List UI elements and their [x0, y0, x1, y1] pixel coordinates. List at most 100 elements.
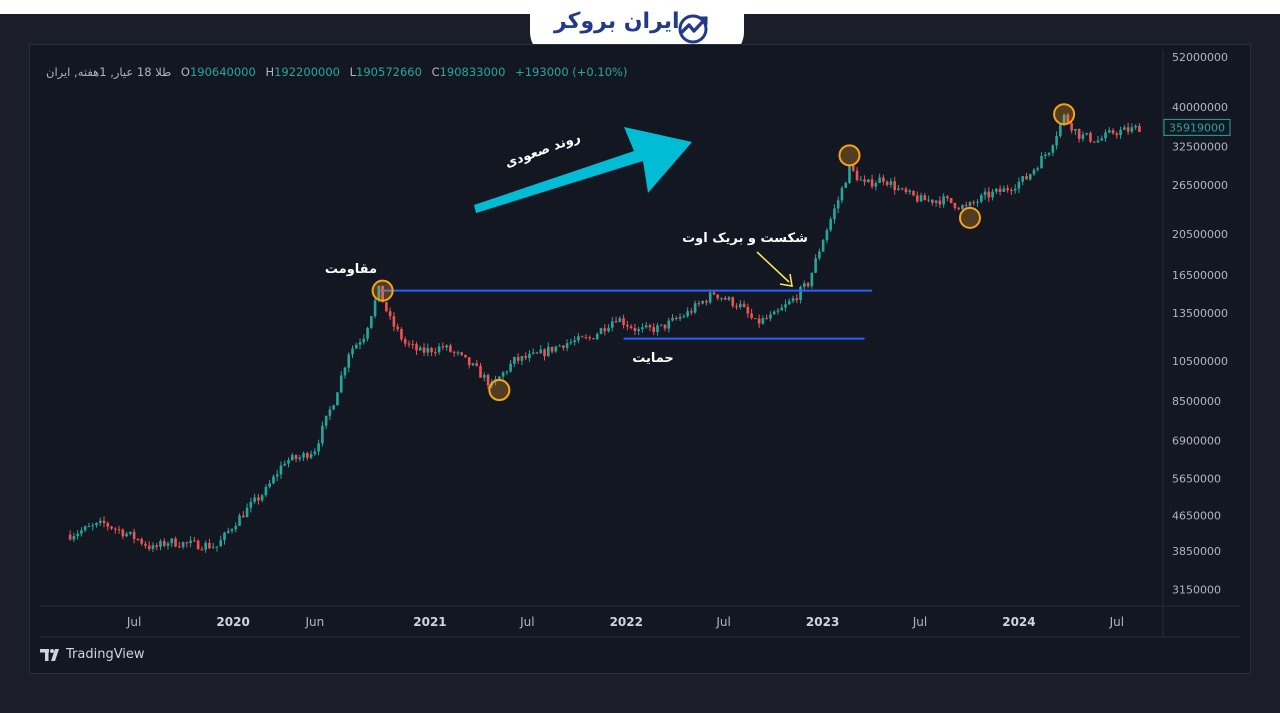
- candle-body: [279, 465, 283, 475]
- candle-body: [539, 349, 543, 354]
- candle-body: [125, 533, 128, 537]
- candle-body: [592, 338, 595, 340]
- candle-body: [193, 540, 196, 542]
- candle-body: [701, 301, 704, 304]
- candle-body: [1119, 129, 1122, 136]
- x-tick-label: 2023: [806, 615, 839, 629]
- candle-body: [343, 367, 347, 376]
- y-tick-label: 20500000: [1172, 228, 1228, 241]
- candle-body: [373, 300, 377, 317]
- candle-body: [471, 363, 475, 366]
- candle-body: [223, 532, 226, 541]
- candle-body: [1107, 130, 1111, 133]
- candle-body: [1006, 188, 1009, 191]
- candle-body: [731, 297, 735, 307]
- candle-body: [136, 538, 140, 540]
- candle-body: [354, 344, 358, 349]
- candle-body: [716, 294, 720, 299]
- candle-body: [633, 328, 637, 331]
- candle-body: [377, 285, 381, 301]
- candle-body: [505, 371, 509, 373]
- tradingview-logo[interactable]: TradingView: [40, 647, 145, 662]
- candle-body: [479, 365, 482, 378]
- candle-body: [644, 325, 648, 328]
- candle-body: [1115, 133, 1119, 136]
- legend-high: 192200000: [274, 65, 340, 79]
- candle-body: [897, 188, 900, 190]
- legend-open-key: O: [180, 65, 190, 79]
- y-tick-label: 10500000: [1172, 355, 1228, 368]
- candle-body: [1028, 174, 1032, 180]
- candle-body: [637, 329, 640, 331]
- candle-body: [437, 346, 441, 353]
- resistance-label: مقاومت: [325, 262, 377, 277]
- x-tick-label: Jul: [715, 615, 730, 629]
- candle-body: [366, 327, 369, 339]
- candle-body: [147, 545, 151, 549]
- candle-body: [1074, 128, 1077, 131]
- candle-body: [961, 205, 964, 209]
- y-tick-label: 3150000: [1172, 583, 1221, 596]
- candle-body: [614, 321, 618, 323]
- y-tick-label: 5650000: [1172, 472, 1221, 485]
- candle-body: [411, 344, 415, 346]
- candle-body: [870, 179, 874, 187]
- candle-body: [656, 325, 659, 332]
- candle-body: [1100, 138, 1104, 141]
- y-tick-label: 3850000: [1172, 545, 1221, 558]
- candle-body: [584, 337, 588, 339]
- candle-body: [893, 181, 896, 190]
- candle-body: [253, 497, 256, 502]
- candle-body: [1025, 176, 1028, 180]
- candle-body: [648, 325, 652, 328]
- candle-body: [840, 187, 844, 201]
- candle-body: [317, 443, 320, 452]
- candle-body: [264, 486, 268, 496]
- candle-body: [486, 375, 490, 386]
- candle-body: [298, 457, 302, 460]
- candle-body: [76, 533, 79, 537]
- candle-body: [144, 543, 147, 546]
- candle-body: [415, 344, 418, 351]
- candle-body: [912, 190, 915, 196]
- x-tick-label: Jul: [912, 615, 927, 629]
- legend-high-key: H: [265, 65, 275, 79]
- candle-body: [1062, 114, 1066, 125]
- candle-body: [776, 310, 780, 312]
- candle-body: [652, 327, 656, 332]
- candle-body: [931, 199, 934, 203]
- marker-circle: [958, 206, 981, 229]
- x-tick-label: Jun: [304, 615, 324, 629]
- candle-body: [302, 453, 305, 458]
- candle-body: [230, 529, 234, 531]
- brand-name: ایران بروکر: [554, 9, 680, 34]
- candle-body: [882, 177, 885, 182]
- uptrend-arrow: [474, 127, 692, 213]
- candle-body: [791, 298, 795, 302]
- candle-body: [562, 345, 565, 348]
- candle-body: [306, 453, 309, 458]
- candle-body: [859, 179, 863, 181]
- x-tick-label: Jul: [519, 615, 534, 629]
- candle-body: [671, 317, 674, 321]
- candle-body: [588, 337, 592, 339]
- candle-body: [287, 460, 290, 464]
- candle-body: [919, 195, 923, 202]
- candle-body: [818, 251, 821, 259]
- candle-body: [799, 286, 802, 300]
- candle-body: [110, 526, 113, 529]
- candle-body: [599, 328, 603, 334]
- candle-body: [678, 316, 682, 319]
- candle-body: [663, 324, 667, 329]
- candle-body: [509, 363, 512, 372]
- y-tick-label: 26500000: [1172, 179, 1228, 192]
- candle-body: [769, 314, 772, 319]
- candle-body: [445, 345, 448, 348]
- candle-body: [1043, 154, 1047, 157]
- tradingview-icon: [40, 648, 59, 661]
- candle-body: [434, 352, 437, 354]
- candle-body: [117, 529, 121, 531]
- candle-body: [565, 343, 569, 348]
- x-tick-label: 2020: [216, 615, 249, 629]
